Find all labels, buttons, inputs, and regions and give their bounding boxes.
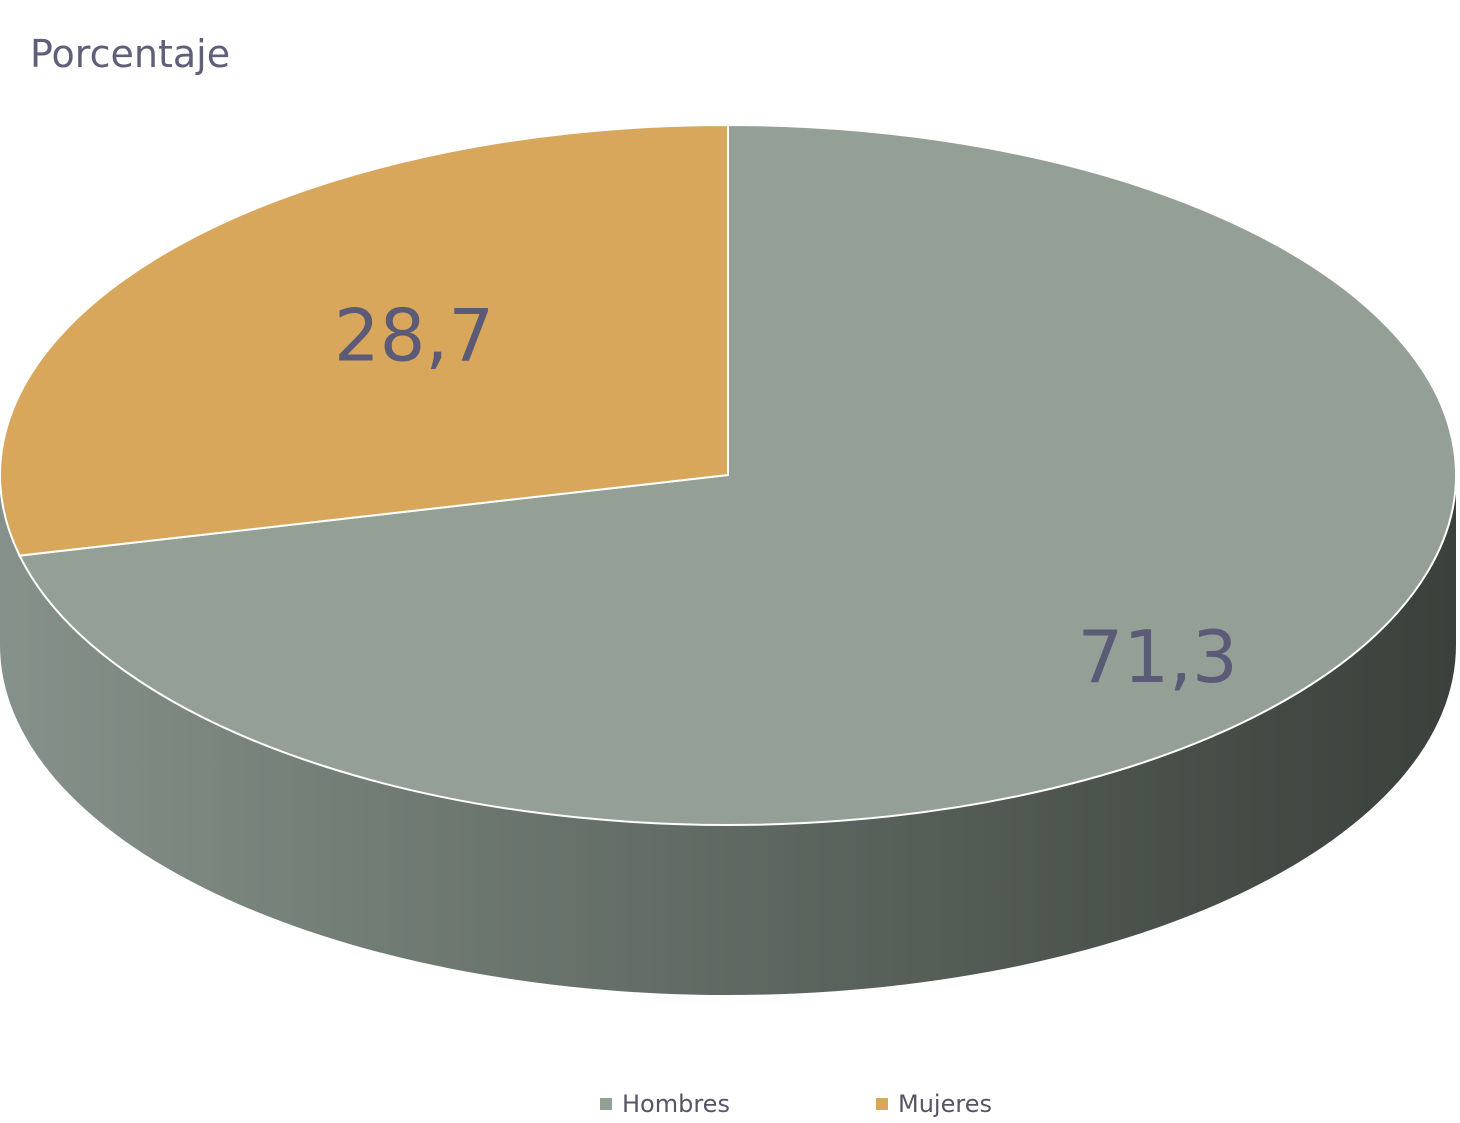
data-label-hombres: 71,3 [1078,615,1238,699]
legend-swatch-mujeres [876,1098,888,1110]
legend-label-mujeres: Mujeres [898,1090,992,1118]
data-label-mujeres: 28,7 [334,293,494,377]
legend: Hombres Mujeres [0,1092,1460,1123]
legend-label-hombres: Hombres [622,1090,730,1118]
pie-slice-hombres [18,123,1457,826]
legend-swatch-hombres [600,1098,612,1110]
legend-item-mujeres: Mujeres [876,1092,992,1116]
legend-item-hombres: Hombres [600,1092,730,1116]
pie-side-surface [0,475,1456,995]
pie-side-wall [0,475,1456,995]
chart-title: Porcentaje [30,32,231,76]
pie-slice-mujeres [0,123,729,557]
